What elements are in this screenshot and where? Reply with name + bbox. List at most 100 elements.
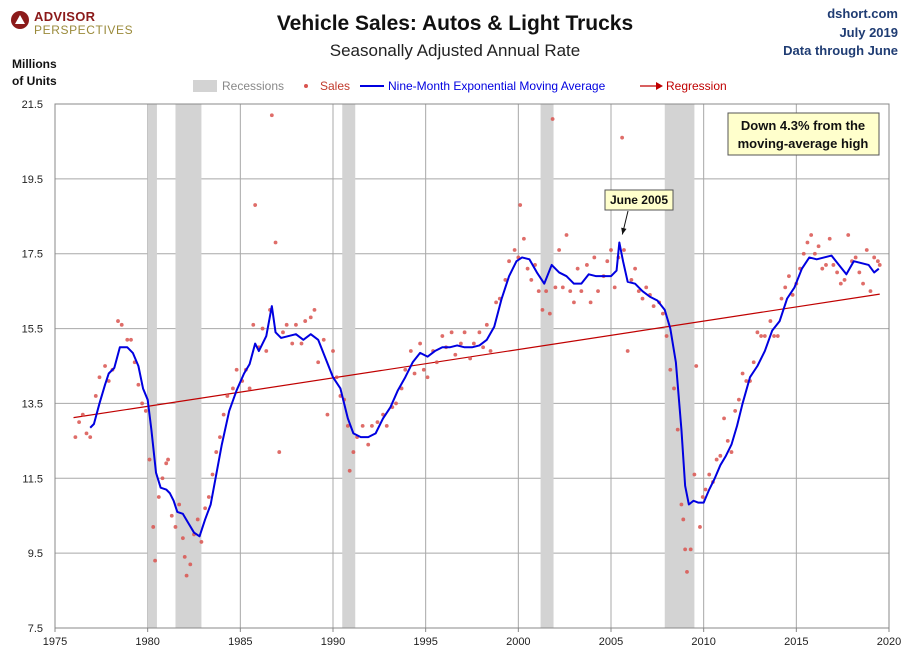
sales-point [269, 113, 274, 118]
x-tick-label: 2015 [784, 636, 808, 648]
sales-point [366, 442, 371, 447]
sales-point [622, 248, 626, 252]
source-date: July 2019 [839, 25, 898, 40]
y-tick-label: 9.5 [28, 548, 43, 560]
sales-point [399, 386, 404, 391]
sales-point [812, 251, 817, 256]
sales-point [835, 270, 840, 275]
sales-point [725, 438, 730, 443]
legend-recessions-label: Recessions [222, 79, 284, 93]
sales-point [575, 266, 580, 271]
sales-point [775, 334, 780, 338]
sales-point [210, 472, 215, 477]
sales-point [842, 278, 847, 282]
sales-point [260, 326, 265, 331]
sales-point [660, 311, 665, 316]
sales-point [160, 476, 165, 481]
sales-point [877, 263, 882, 267]
sales-point [182, 554, 187, 559]
sales-point [768, 319, 773, 323]
sales-point [762, 334, 767, 338]
sales-point [872, 255, 877, 260]
sales-point [557, 248, 562, 252]
sales-point [345, 423, 350, 428]
sales-point [547, 311, 552, 316]
sales-point [692, 472, 697, 477]
y-tick-label: 21.5 [22, 99, 43, 111]
y-tick-label: 19.5 [22, 174, 43, 186]
sales-point [518, 203, 523, 207]
sales-point [308, 315, 313, 320]
recession-band [342, 104, 356, 628]
sales-point [521, 236, 526, 241]
y-axis-label-line2: of Units [12, 74, 57, 88]
sales-point [151, 525, 156, 529]
legend-sales-swatch [304, 84, 308, 88]
sales-point [321, 337, 326, 342]
down-callout-line1: Down 4.3% from the [741, 118, 865, 133]
sales-point [625, 349, 630, 353]
sales-point [281, 330, 285, 335]
sales-point [651, 304, 656, 309]
sales-point [816, 244, 821, 249]
sales-point [195, 517, 200, 522]
sales-point [668, 367, 673, 372]
ema-layer [89, 241, 880, 538]
sales-point [206, 495, 211, 499]
sales-point [88, 435, 93, 440]
sales-point [325, 412, 330, 417]
sales-point [553, 285, 558, 290]
down-callout-box [727, 112, 880, 156]
regression-layer [73, 293, 880, 419]
sales-point [166, 457, 170, 462]
sales-point [290, 341, 295, 346]
sales-point [408, 349, 413, 353]
legend-sales-label: Sales [320, 79, 350, 93]
legend-recessions-swatch [193, 80, 217, 92]
sales-point [507, 259, 511, 264]
sales-point [360, 423, 365, 428]
sales-point [129, 337, 133, 342]
sales-point [251, 322, 256, 327]
sales-point [609, 248, 613, 252]
sales-point [481, 345, 486, 350]
sales-point [73, 435, 78, 440]
sales-point [188, 562, 193, 567]
sales-point [772, 334, 776, 338]
axes: 7.5 9.5 11.5 13.5 15.5 17.5 19.5 21.5 1975 1980 19… [22, 99, 902, 648]
sales-point [864, 248, 869, 252]
sales-point [164, 461, 169, 466]
sales-point [694, 364, 699, 368]
sales-point [375, 420, 380, 425]
plot-frame [54, 103, 890, 629]
sales-point [529, 278, 534, 282]
sales-point [809, 233, 814, 237]
sales-point [755, 330, 760, 335]
sales-point [106, 379, 111, 383]
y-tick-label: 7.5 [28, 623, 43, 635]
sales-point [579, 289, 584, 294]
sales-point [440, 334, 445, 338]
sales-point [421, 367, 426, 372]
sales-point [214, 450, 219, 454]
sales-point [512, 248, 517, 252]
sales-point [93, 394, 98, 398]
y-tick-label: 11.5 [22, 473, 43, 485]
sales-point [688, 547, 693, 552]
sales-point [831, 263, 836, 267]
sales-point [525, 266, 530, 271]
sales-point [494, 300, 498, 305]
sales-point [264, 349, 269, 353]
sales-point [540, 307, 545, 312]
regression-line [73, 293, 880, 419]
y-tick-label: 17.5 [22, 249, 43, 261]
sales-point [605, 259, 610, 264]
logo-mark-icon [11, 11, 29, 29]
sales-point [453, 352, 458, 357]
sales-point [84, 431, 89, 436]
sales-point [596, 289, 600, 294]
y-axis-label-line1: Millions [12, 57, 57, 71]
sales-point [751, 360, 756, 365]
legend-regression-arrow-icon [656, 82, 663, 90]
